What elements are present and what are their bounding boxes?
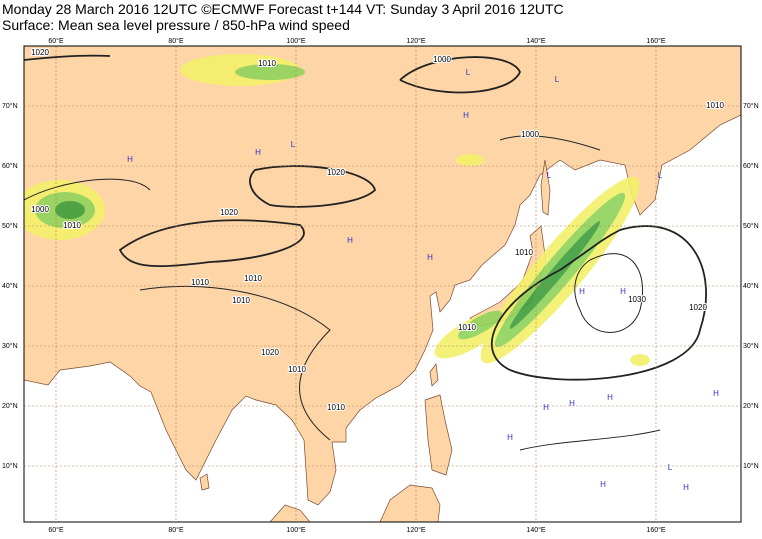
pressure-centre: H [127,155,133,164]
longitude-label: 120°E [406,526,425,534]
longitude-label: 80°E [168,526,184,534]
latitude-label: 10°N [2,462,18,470]
pressure-centre: H [600,480,606,489]
latitude-label: 20°N [743,402,759,410]
pressure-centre: H [579,287,585,296]
latitude-label: 30°N [2,342,18,350]
pressure-centre: H [347,236,353,245]
pressure-centre: H [543,403,549,412]
latitude-label: 10°N [743,462,759,470]
map-area [24,46,741,522]
land [269,504,311,522]
isobar-label: 1010 [327,403,345,412]
pressure-centre: H [427,253,433,262]
isobar-label: 1000 [521,130,539,139]
isobar-label: 1010 [258,59,276,68]
longitude-label: 140°E [526,526,545,534]
isobar-label: 1010 [244,274,262,283]
latitude-label: 40°N [743,282,759,290]
pressure-centre: L [466,68,471,77]
pressure-centre: L [291,140,296,149]
longitude-label: 120°E [406,37,425,45]
pressure-centre: H [507,433,513,442]
latitude-label: 50°N [2,222,18,230]
land [199,473,210,491]
isobar-label: 1010 [706,101,724,110]
pressure-centre: H [713,389,719,398]
land [379,484,441,522]
latitude-label: 60°N [2,162,18,170]
isobar-label: 1020 [327,168,345,177]
land [429,363,439,387]
pressure-centre: L [658,171,663,180]
isobar-label: 1030 [628,295,646,304]
longitude-label: 60°E [48,37,64,45]
pressure-centre: H [463,111,469,120]
pressure-centre: L [668,463,673,472]
longitude-label: 140°E [526,37,545,45]
latitude-label: 60°N [743,162,759,170]
latitude-label: 40°N [2,282,18,290]
graticule [24,46,741,522]
pressure-centre: H [607,393,613,402]
pressure-centre: H [255,148,261,157]
isobar-label: 1010 [515,248,533,257]
latitude-label: 50°N [743,222,759,230]
longitude-label: 60°E [48,526,64,534]
isobars [24,54,707,451]
isobar-label: 1000 [433,55,451,64]
longitude-label: 100°E [286,526,305,534]
pressure-centre: H [569,399,575,408]
latitude-label: 20°N [2,402,18,410]
latitude-label: 70°N [2,102,18,110]
isobar-label: 1020 [689,303,707,312]
isobar-label: 1000 [31,205,49,214]
title: Monday 28 March 2016 12UTC ©ECMWF Foreca… [2,1,564,17]
isobar-label: 1020 [261,348,279,357]
subtitle: Surface: Mean sea level pressure / 850-h… [2,17,350,33]
isobar-label: 1010 [63,221,81,230]
map-frame [23,45,742,523]
longitude-label: 160°E [646,37,665,45]
isobar-label: 1020 [220,208,238,217]
isobar-label: 1020 [31,48,49,57]
latitude-label: 70°N [743,102,759,110]
pressure-centre: L [555,75,560,84]
isobar-label: 1010 [288,365,306,374]
land [424,394,453,476]
labels: 60°E 60°E 80°E 80°E 100°E 100°E 120°E 120°E 140°… [2,37,759,534]
isobar-label: 1010 [232,296,250,305]
longitude-label: 100°E [286,37,305,45]
longitude-label: 160°E [646,526,665,534]
pressure-centre: L [547,171,552,180]
longitude-label: 80°E [168,37,184,45]
pressure-centre: H [683,483,689,492]
latitude-label: 30°N [743,342,759,350]
isobar-label: 1010 [458,323,476,332]
pressure-centre: H [620,287,626,296]
isobar-label: 1010 [191,278,209,287]
land [540,159,551,216]
land [24,46,741,506]
